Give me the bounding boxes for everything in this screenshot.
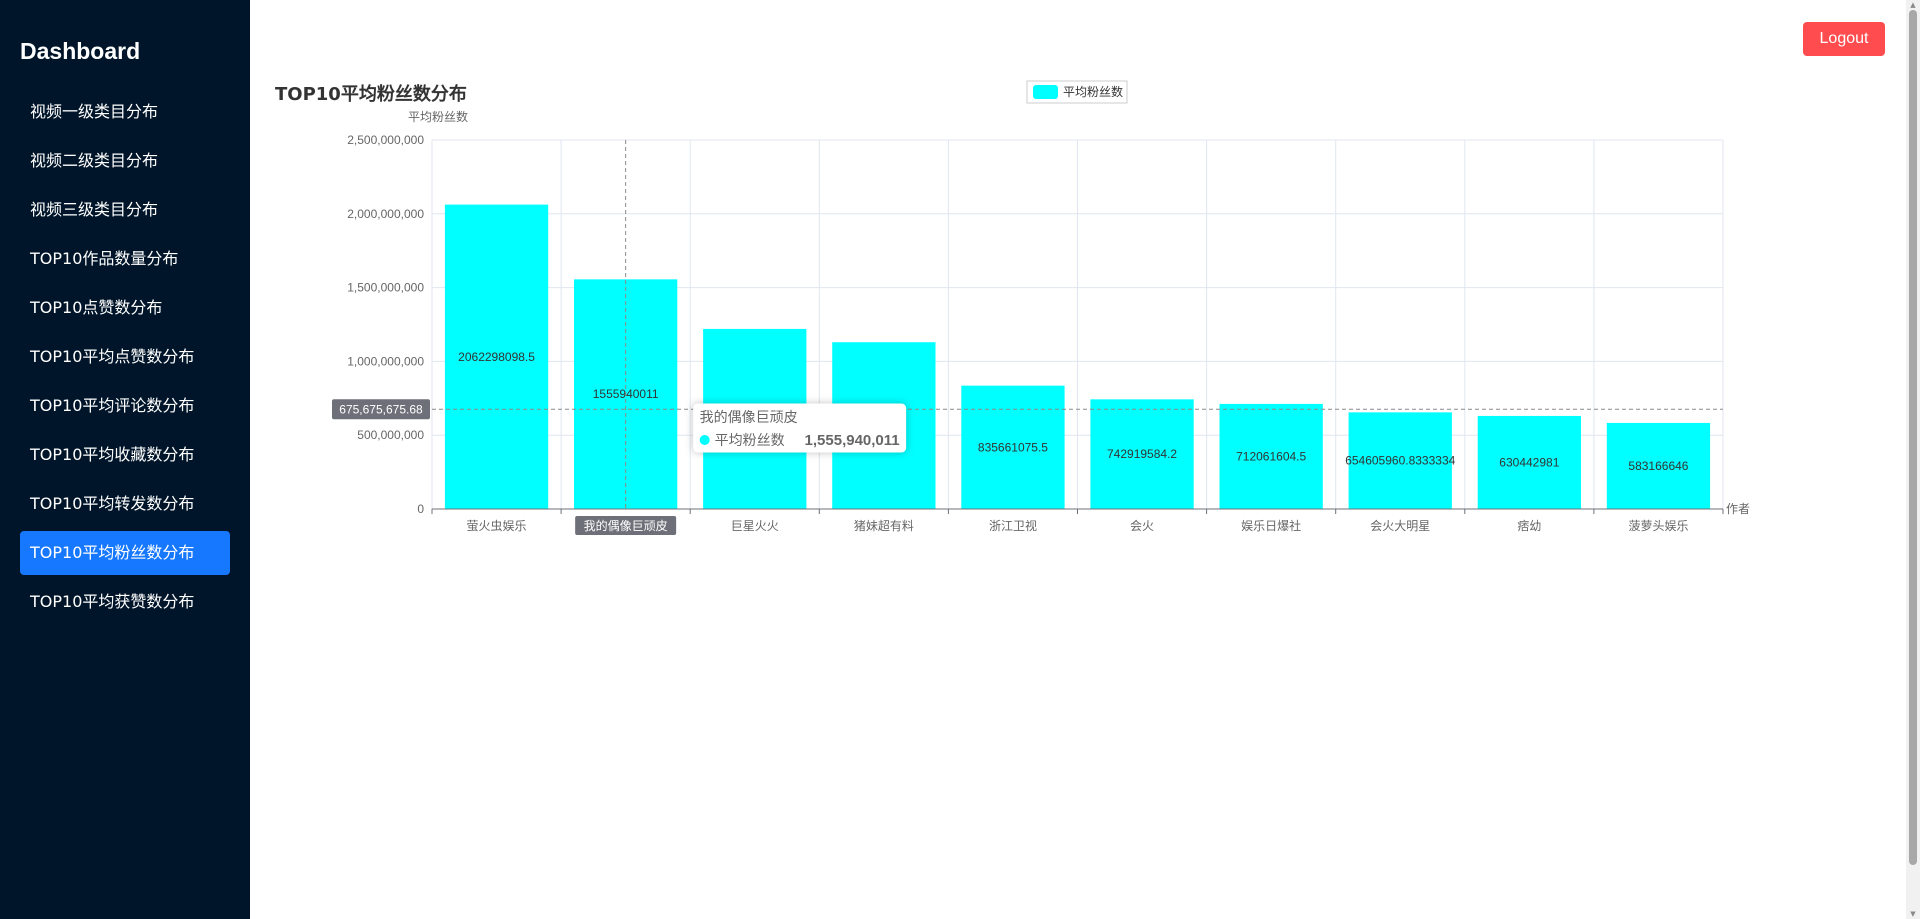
x-pointer-label-bg [575, 516, 677, 535]
logout-button[interactable]: Logout [1803, 22, 1885, 56]
bar-data-label: 835661075.5 [978, 440, 1048, 454]
bar-data-label: 654605960.8333334 [1345, 454, 1455, 468]
scroll-down-arrow-icon[interactable]: ▼ [1910, 910, 1916, 918]
x-tick-label: 菠萝头娱乐 [1628, 519, 1688, 533]
sidebar-item-top10-avg-received-likes[interactable]: TOP10平均获赞数分布 [30, 592, 195, 611]
x-axis-ticks: 萤火虫娱乐 我的偶像巨顽皮 巨星火火 猪妹超有料 浙江卫视 会火 娱乐日爆社 会火大明星 痞幼 菠… [431, 508, 1724, 535]
chart-legend[interactable]: 平均粉丝数 [1026, 80, 1128, 104]
main-content: Logout TOP10平均粉丝数分布 平均粉丝数 平均粉丝数 作者 0 500,… [250, 0, 1906, 919]
sidebar-item-video-level3[interactable]: 视频三级类目分布 [30, 200, 159, 219]
x-tick-label: 巨星火火 [731, 519, 779, 533]
y-tick-label: 1,000,000,000 [347, 354, 424, 368]
bar[interactable] [444, 204, 549, 509]
sidebar: Dashboard 视频一级类目分布 视频二级类目分布 视频三级类目分布 TOP… [0, 0, 250, 919]
y-tick-label: 1,500,000,000 [347, 281, 424, 295]
bar[interactable] [1477, 415, 1581, 509]
sidebar-item-top10-works[interactable]: TOP10作品数量分布 [30, 249, 179, 268]
bar[interactable] [961, 385, 1065, 509]
bar[interactable] [1090, 399, 1194, 509]
y-tick-label: 2,000,000,000 [347, 207, 424, 221]
y-pointer-label: 675,675,675.68 [339, 402, 423, 416]
bar[interactable] [1606, 422, 1711, 509]
bar-chart[interactable]: 平均粉丝数 平均粉丝数 作者 0 500,000,000 1,000,000,000… [250, 0, 1770, 560]
sidebar-item-video-level1[interactable]: 视频一级类目分布 [30, 102, 159, 121]
sidebar-item-top10-avg-likes[interactable]: TOP10平均点赞数分布 [30, 347, 195, 366]
sidebar-item-top10-avg-favorites[interactable]: TOP10平均收藏数分布 [30, 445, 195, 464]
tooltip-value: 1,555,940,011 [805, 432, 900, 449]
y-tick-label: 500,000,000 [357, 428, 424, 442]
sidebar-item-top10-likes[interactable]: TOP10点赞数分布 [30, 298, 163, 317]
sidebar-item-video-level2[interactable]: 视频二级类目分布 [30, 151, 159, 170]
tooltip-series-marker [699, 435, 710, 445]
bar-data-label: 2062298098.5 [458, 350, 535, 364]
scroll-thumb[interactable] [1909, 10, 1917, 865]
bar-data-label: 712061604.5 [1236, 449, 1306, 463]
y-pointer-label-bg [332, 399, 430, 420]
bar[interactable] [1219, 403, 1323, 509]
legend-label: 平均粉丝数 [1063, 84, 1123, 99]
y-tick-label: 0 [417, 502, 424, 516]
x-tick-label: 猪妹超有料 [854, 518, 914, 533]
axis-pointer: 675,675,675.68 [332, 140, 1723, 509]
scroll-up-arrow-icon[interactable]: ▲ [1910, 1, 1916, 9]
sidebar-item-top10-avg-comments[interactable]: TOP10平均评论数分布 [30, 396, 195, 415]
y-axis-ticks: 0 500,000,000 1,000,000,000 1,500,000,000 2,… [347, 133, 424, 516]
y-tick-label: 2,500,000,000 [347, 133, 424, 147]
vertical-scrollbar[interactable]: ▲ ▼ [1906, 0, 1920, 919]
bar[interactable] [1348, 412, 1452, 509]
x-tick-label: 会火大明星 [1370, 519, 1430, 533]
chart-title: TOP10平均粉丝数分布 [275, 84, 467, 105]
x-axis-label: 作者 [1726, 502, 1750, 516]
x-tick-label: 痞幼 [1517, 518, 1541, 533]
tooltip-title: 我的偶像巨顽皮 [700, 409, 798, 425]
legend-swatch [1033, 85, 1058, 99]
sidebar-item-top10-avg-fans[interactable]: TOP10平均粉丝数分布 [20, 531, 230, 575]
brand-title: Dashboard [20, 38, 141, 64]
y-axis-label: 平均粉丝数 [408, 109, 468, 124]
tooltip-series-name: 平均粉丝数 [715, 432, 785, 448]
sidebar-item-top10-avg-shares[interactable]: TOP10平均转发数分布 [30, 494, 195, 513]
x-tick-label: 浙江卫视 [989, 518, 1037, 533]
tooltip-box [693, 403, 907, 453]
bar-data-label: 583166646 [1628, 459, 1688, 473]
x-tick-label: 娱乐日爆社 [1241, 518, 1301, 533]
bar-data-label: 742919584.2 [1107, 447, 1177, 461]
bar-data-label: 630442981 [1499, 455, 1559, 469]
x-tick-label: 萤火虫娱乐 [467, 519, 527, 533]
x-tick-label: 会火 [1130, 519, 1154, 533]
x-tick-label: 我的偶像巨顽皮 [584, 518, 668, 533]
